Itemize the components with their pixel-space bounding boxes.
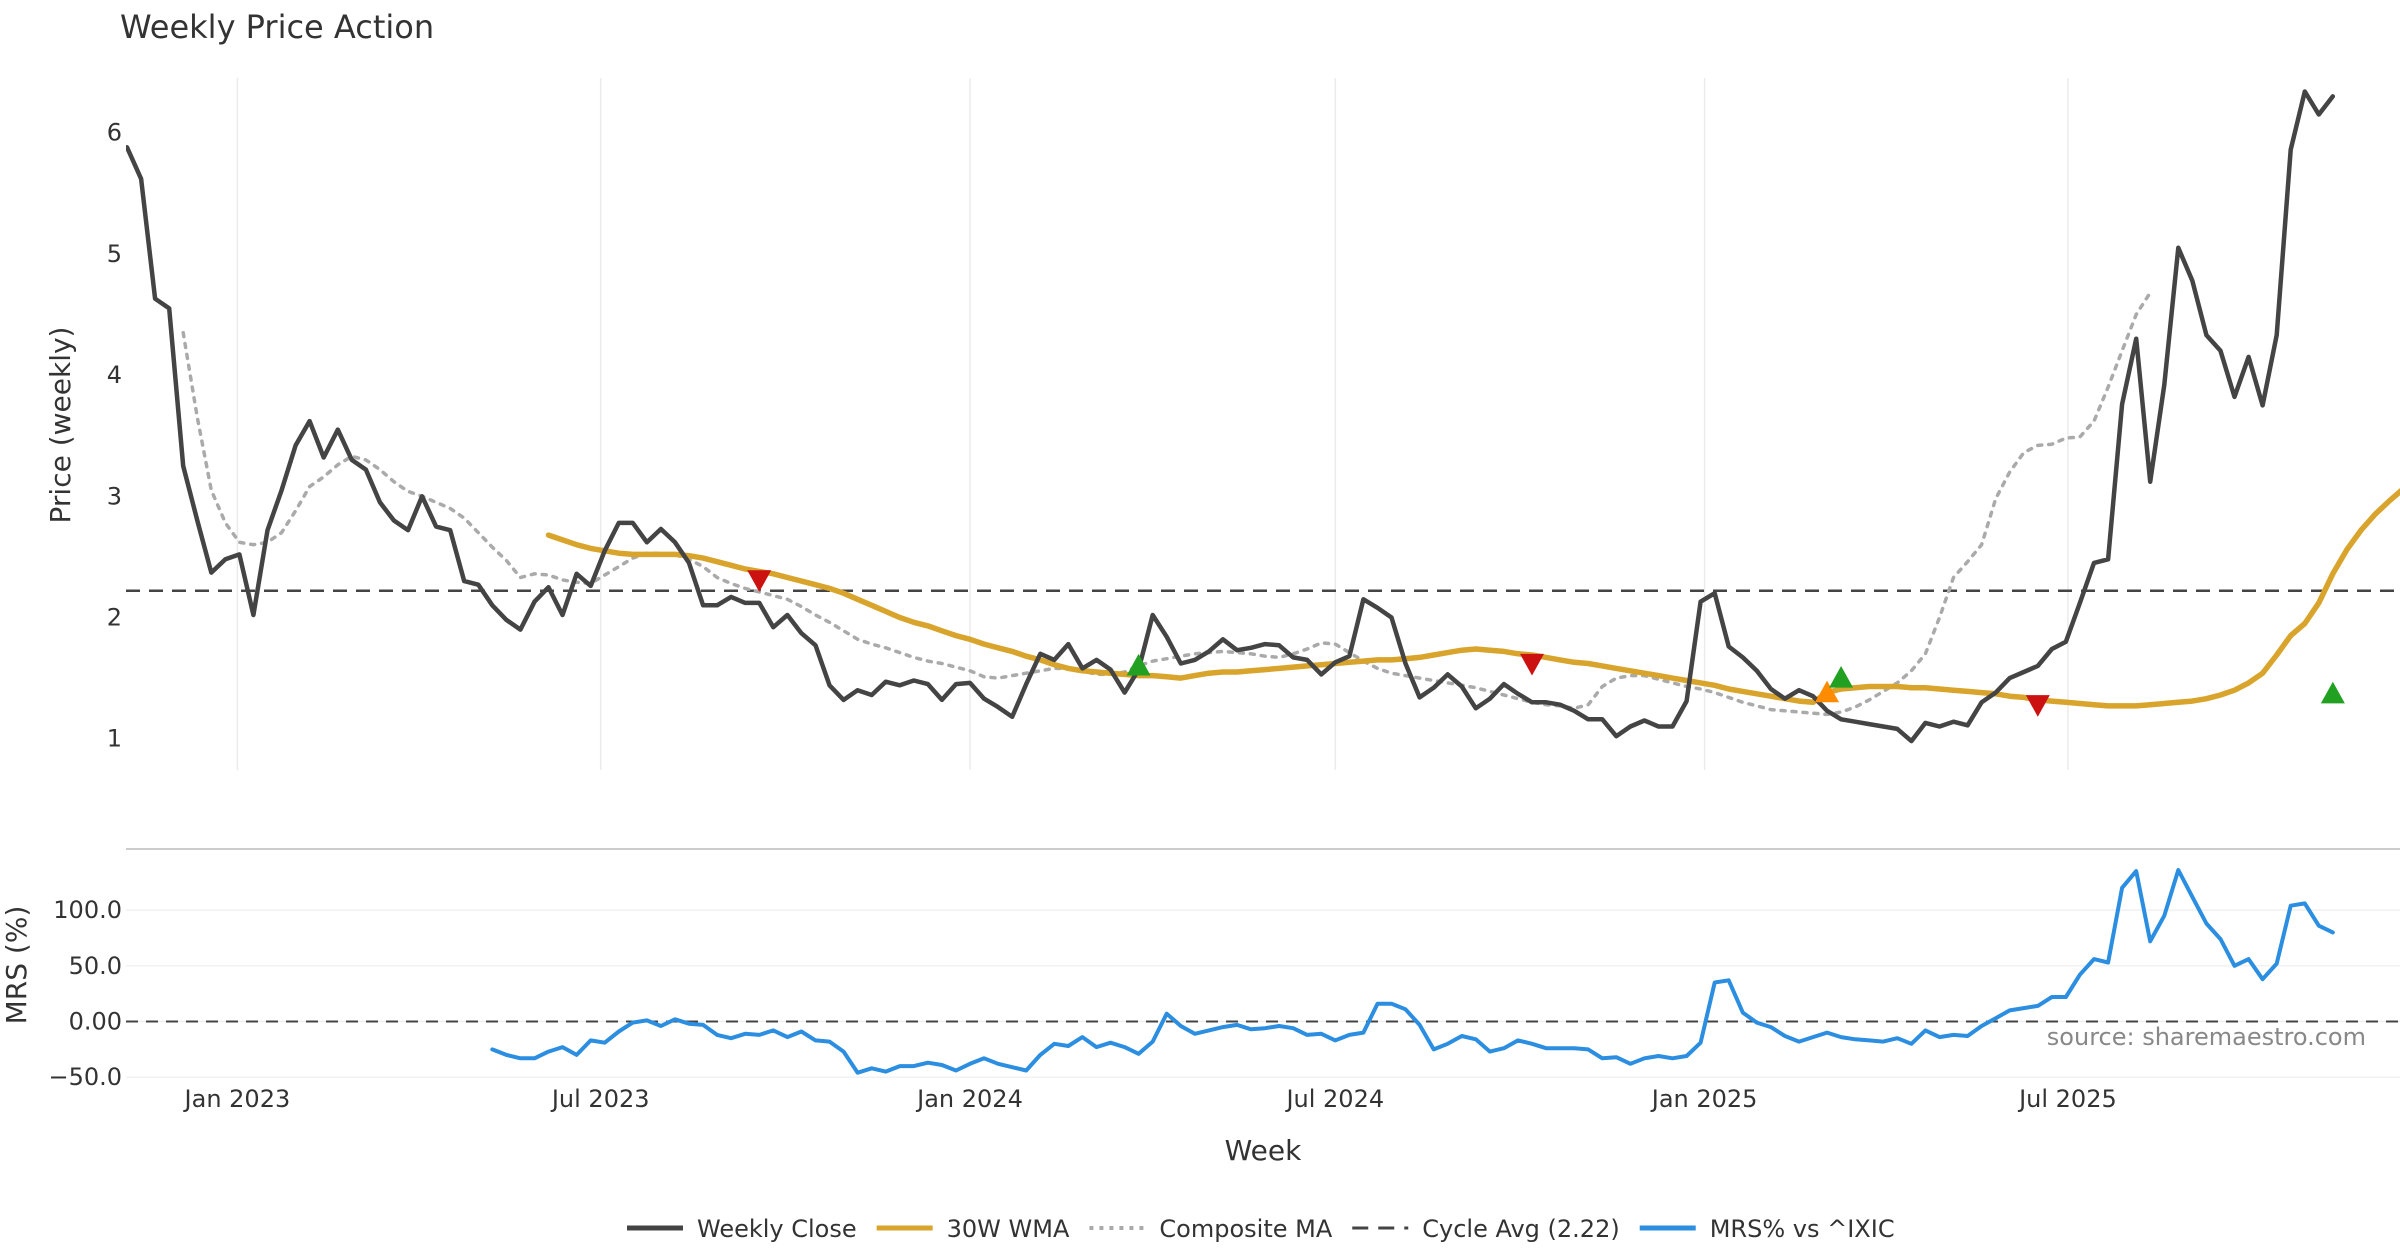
- legend-item: Weekly Close: [627, 1215, 857, 1243]
- weekly-close-line: [126, 89, 2336, 744]
- mrs-y-tick-label: −50.0: [48, 1063, 122, 1091]
- price-y-tick-label: 5: [107, 240, 122, 268]
- price-y-axis-label: Price (weekly): [44, 327, 77, 524]
- price-y-tick-label: 6: [107, 119, 122, 147]
- mrs-y-tick-label: 100.0: [53, 896, 122, 924]
- legend-item: 30W WMA: [876, 1215, 1070, 1243]
- gridlines: [126, 78, 2400, 1078]
- chart-title: Weekly Price Action: [120, 8, 434, 46]
- price-y-tick-label: 1: [107, 725, 122, 753]
- price-y-tick-label: 3: [107, 482, 122, 510]
- legend: Weekly Close 30W WMA Composite MA Cycle Avg…: [627, 1215, 1895, 1243]
- source-annotation: source: sharemaestro.com: [2047, 1023, 2366, 1051]
- price-y-tick-label: 2: [107, 603, 122, 631]
- sell-signal-marker: [1520, 653, 1544, 676]
- y-tick-labels: 1 2 3 4 5 6 100.0 50.0 0.00 −50.0: [48, 119, 122, 1091]
- legend-label: MRS% vs ^IXIC: [1710, 1215, 1895, 1243]
- legend-label: 30W WMA: [947, 1215, 1070, 1243]
- buy-signal-marker: [1829, 666, 1854, 688]
- signal-markers: [747, 570, 2345, 717]
- x-axis-label: Week: [1225, 1134, 1302, 1167]
- legend-label: Composite MA: [1159, 1215, 1332, 1243]
- mrs-y-tick-label: 50.0: [69, 952, 122, 980]
- buy-signal-marker: [2320, 681, 2345, 704]
- mrs-y-axis-label: MRS (%): [0, 906, 33, 1025]
- x-tick-label: Jan 2025: [1650, 1085, 1758, 1113]
- price-y-tick-label: 4: [107, 361, 122, 389]
- mrs-line: [490, 868, 2335, 1075]
- composite-ma-line: [181, 290, 2152, 717]
- legend-item: Cycle Avg (2.22): [1352, 1215, 1620, 1243]
- legend-item: MRS% vs ^IXIC: [1639, 1215, 1895, 1243]
- legend-label: Weekly Close: [697, 1215, 857, 1243]
- x-tick-label: Jul 2025: [2017, 1085, 2117, 1113]
- buy-signal-marker: [1126, 653, 1151, 676]
- legend-label: Cycle Avg (2.22): [1422, 1215, 1619, 1243]
- sell-signal-marker: [747, 570, 772, 592]
- x-tick-label: Jul 2023: [550, 1085, 650, 1113]
- buy-signal-marker: [1815, 680, 1840, 703]
- x-tick-labels: Jan 2023 Jul 2023 Jan 2024 Jul 2024 Jan 2025…: [183, 1085, 2117, 1113]
- mrs-series: [490, 868, 2335, 1075]
- price-series: [126, 89, 2400, 744]
- x-tick-label: Jul 2024: [1284, 1085, 1384, 1113]
- legend-item: Composite MA: [1089, 1215, 1333, 1243]
- x-tick-label: Jan 2024: [915, 1085, 1023, 1113]
- sell-signal-marker: [2025, 695, 2050, 717]
- mrs-y-tick-label: 0.00: [69, 1008, 122, 1036]
- x-tick-label: Jan 2023: [183, 1085, 291, 1113]
- reference-lines: [126, 589, 2400, 1023]
